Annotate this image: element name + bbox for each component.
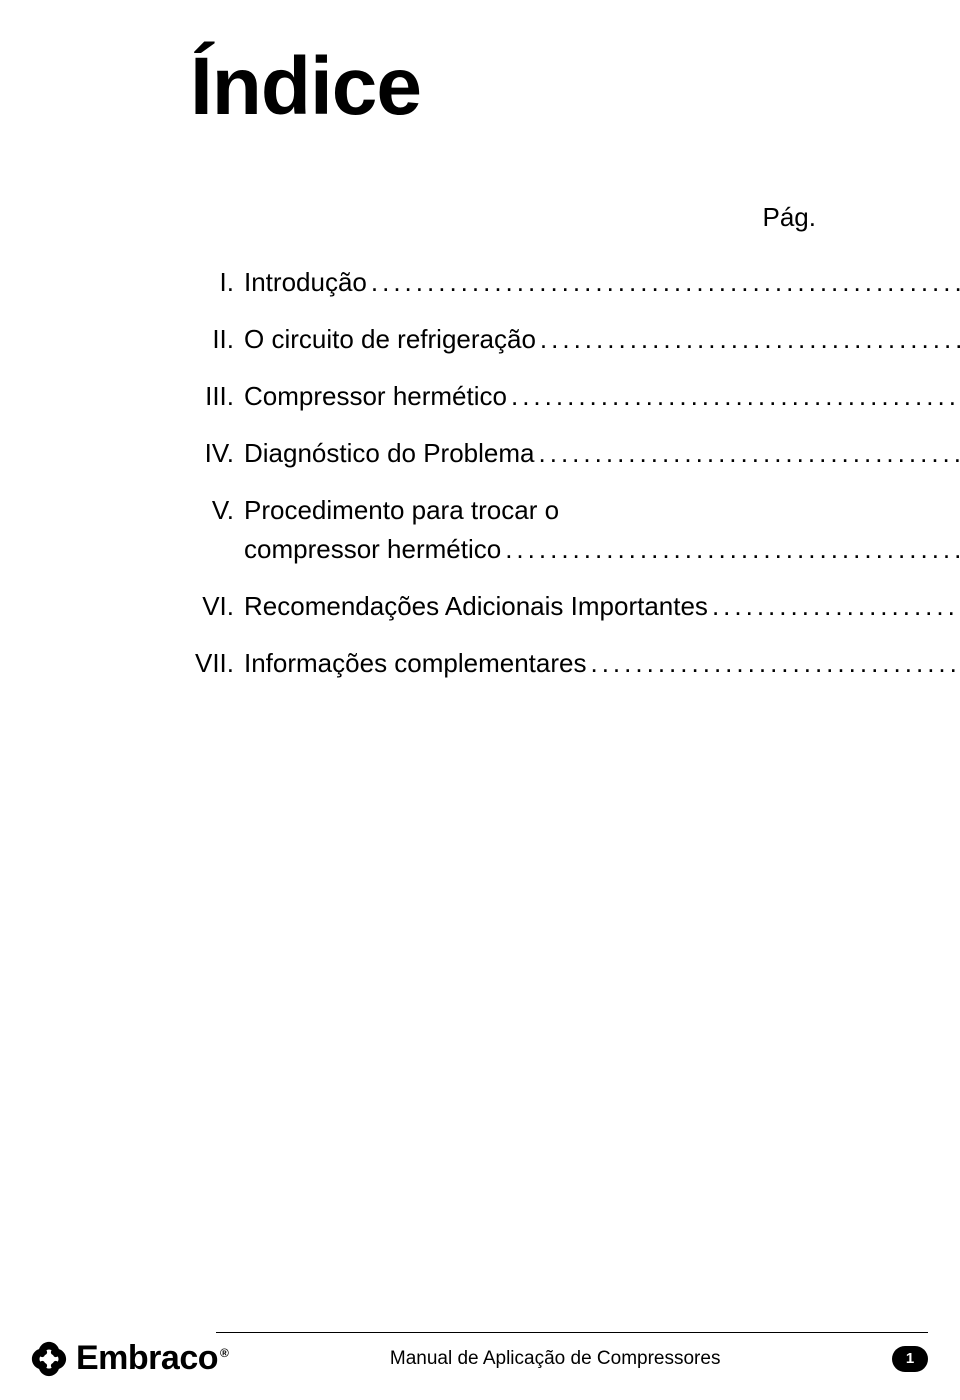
toc-entry-line: Introdução..............................… — [244, 263, 960, 302]
toc-entry-line: O circuito de refrigeração..............… — [244, 320, 960, 359]
toc-entry-number: I. — [190, 263, 244, 302]
toc-entry-text: Recomendações Adicionais Importantes — [244, 587, 708, 626]
toc-entry-number: V. — [190, 491, 244, 530]
toc-entry-line: Compressor hermético....................… — [244, 377, 960, 416]
toc-entry-text: O circuito de refrigeração — [244, 320, 536, 359]
brand-mark-icon — [30, 1340, 68, 1378]
toc-entry-line: Recomendações Adicionais Importantes....… — [244, 587, 960, 626]
toc-row: IV.Diagnóstico do Problema..............… — [190, 434, 820, 473]
page-title: Índice — [190, 40, 820, 134]
toc-entry-body: Procedimento para trocar ocompressor her… — [244, 491, 960, 569]
footer-row: Embraco® Manual de Aplicação de Compress… — [30, 1339, 928, 1378]
page-column-header: Pág. — [190, 202, 820, 233]
toc-row: V.Procedimento para trocar ocompressor h… — [190, 491, 820, 569]
toc-leader-dots: ........................................… — [536, 320, 960, 359]
toc-row: III.Compressor hermético................… — [190, 377, 820, 416]
page-footer: Embraco® Manual de Aplicação de Compress… — [0, 1332, 960, 1378]
toc-row: VI.Recomendações Adicionais Importantes.… — [190, 587, 820, 626]
page-number: 1 — [906, 1350, 914, 1367]
toc-entry-body: Informações complementares..............… — [244, 644, 960, 683]
toc-entry-number: II. — [190, 320, 244, 359]
toc-entry-text: Informações complementares — [244, 644, 586, 683]
toc-entry-body: Compressor hermético....................… — [244, 377, 960, 416]
toc-leader-dots: ........................................… — [586, 644, 960, 683]
toc-row: II.O circuito de refrigeração...........… — [190, 320, 820, 359]
brand-registered-icon: ® — [220, 1346, 228, 1360]
brand-name: Embraco® — [76, 1339, 228, 1378]
toc-entry-number: IV. — [190, 434, 244, 473]
toc-entry-line: Procedimento para trocar o — [244, 491, 960, 530]
toc-entry-line: compressor hermético....................… — [244, 530, 960, 569]
toc-leader-dots: ........................................… — [367, 263, 960, 302]
toc-leader-dots: ........................................… — [507, 377, 960, 416]
toc-row: I.Introdução............................… — [190, 263, 820, 302]
toc-leader-dots: ........................................… — [501, 530, 960, 569]
toc-leader-dots: ........................................… — [535, 434, 960, 473]
toc-entry-line: Diagnóstico do Problema.................… — [244, 434, 960, 473]
toc-entry-body: Recomendações Adicionais Importantes....… — [244, 587, 960, 626]
page: Índice Pág. I.Introdução................… — [0, 0, 960, 1400]
toc-entry-line: Informações complementares..............… — [244, 644, 960, 683]
brand-logo: Embraco® — [30, 1339, 228, 1378]
footer-doc-title: Manual de Aplicação de Compressores — [390, 1348, 721, 1370]
brand-name-text: Embraco — [76, 1339, 218, 1377]
toc-entry-text: Procedimento para trocar o — [244, 491, 559, 530]
page-number-badge: 1 — [892, 1346, 928, 1372]
table-of-contents: I.Introdução............................… — [190, 263, 820, 683]
toc-entry-number: VI. — [190, 587, 244, 626]
toc-entry-text: compressor hermético — [244, 530, 501, 569]
toc-entry-number: III. — [190, 377, 244, 416]
toc-row: VII.Informações complementares..........… — [190, 644, 820, 683]
toc-entry-text: Diagnóstico do Problema — [244, 434, 535, 473]
toc-entry-text: Introdução — [244, 263, 367, 302]
toc-leader-dots: ........................................… — [708, 587, 960, 626]
toc-entry-body: Introdução..............................… — [244, 263, 960, 302]
toc-entry-number: VII. — [190, 644, 244, 683]
toc-entry-body: O circuito de refrigeração..............… — [244, 320, 960, 359]
toc-entry-body: Diagnóstico do Problema.................… — [244, 434, 960, 473]
footer-rule — [216, 1332, 928, 1333]
toc-entry-text: Compressor hermético — [244, 377, 507, 416]
